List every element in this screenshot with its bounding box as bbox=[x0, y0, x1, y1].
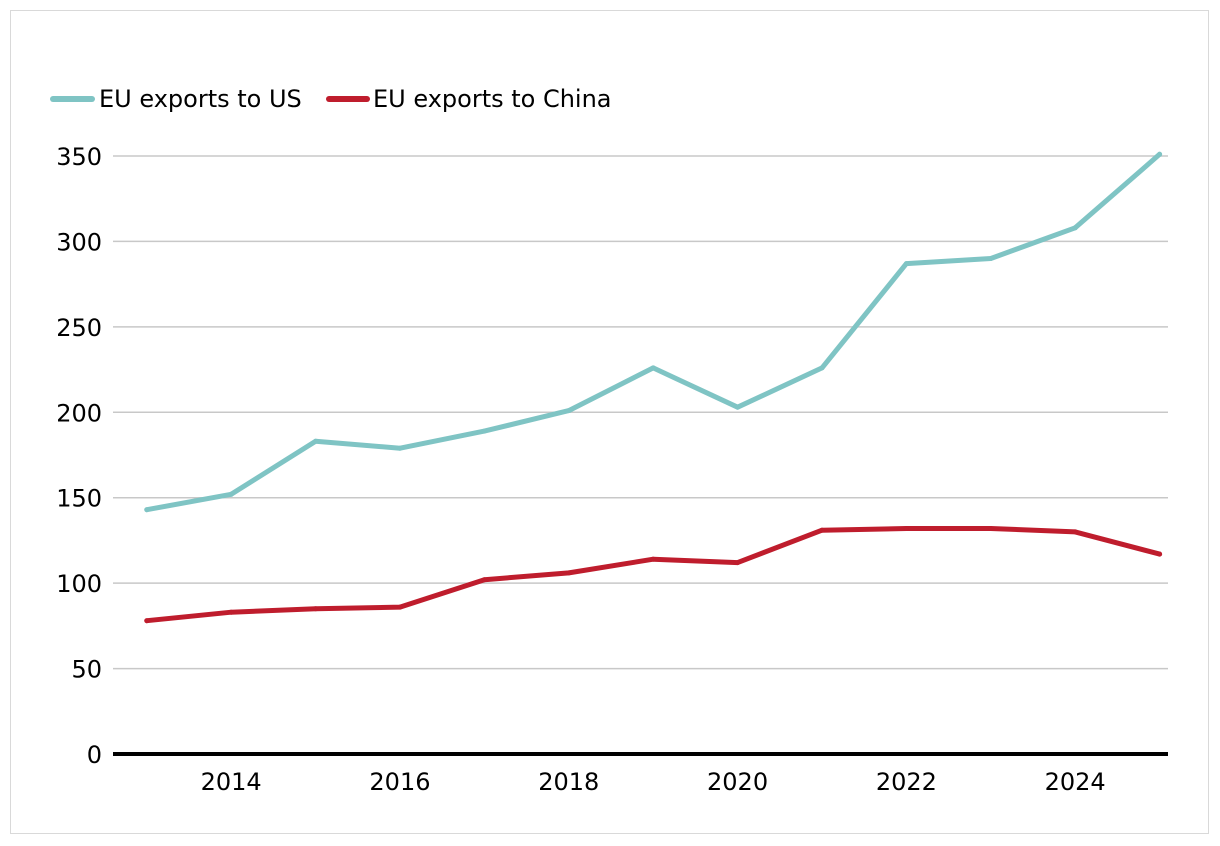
data-point-eu-exports-to-us-2015 bbox=[313, 438, 319, 444]
data-point-eu-exports-to-us-2016 bbox=[397, 445, 403, 451]
series-eu-exports-to-china bbox=[144, 526, 1163, 624]
data-point-eu-exports-to-us-2014 bbox=[228, 491, 234, 497]
y-tick-label-0: 0 bbox=[87, 741, 102, 769]
series-eu-exports-to-us bbox=[144, 151, 1163, 513]
data-point-eu-exports-to-china-2015 bbox=[313, 606, 319, 612]
x-axis: 2014 2016 2018 2020 2022 2024 bbox=[113, 752, 1168, 796]
x-tick-label-2016: 2016 bbox=[369, 768, 430, 796]
data-point-eu-exports-to-china-2024 bbox=[1072, 529, 1078, 535]
data-point-eu-exports-to-china-2021 bbox=[819, 527, 825, 533]
legend: EU exports to US EU exports to China bbox=[50, 85, 612, 113]
y-tick-label-300: 300 bbox=[56, 228, 102, 256]
y-tick-label-250: 250 bbox=[56, 314, 102, 342]
data-point-eu-exports-to-china-2016 bbox=[397, 604, 403, 610]
data-point-eu-exports-to-china-2022 bbox=[903, 526, 909, 531]
data-point-eu-exports-to-us-2018 bbox=[566, 408, 572, 414]
legend-label-eu-exports-to-china: EU exports to China bbox=[373, 85, 612, 113]
x-tick-label-2024: 2024 bbox=[1045, 768, 1106, 796]
x-tick-label-2018: 2018 bbox=[538, 768, 599, 796]
data-point-eu-exports-to-us-2017 bbox=[481, 428, 487, 434]
data-point-eu-exports-to-china-2014 bbox=[228, 609, 234, 615]
y-tick-label-200: 200 bbox=[56, 399, 102, 427]
y-axis: 0 50 100 150 200 250 300 350 bbox=[56, 143, 102, 769]
x-tick-label-2022: 2022 bbox=[876, 768, 937, 796]
series-lines bbox=[144, 151, 1163, 624]
y-tick-label-350: 350 bbox=[56, 143, 102, 171]
data-point-eu-exports-to-us-2021 bbox=[819, 365, 825, 371]
data-point-eu-exports-to-china-2019 bbox=[650, 556, 656, 562]
data-point-eu-exports-to-us-2013 bbox=[144, 507, 150, 513]
data-point-eu-exports-to-us-2022 bbox=[903, 261, 909, 267]
y-tick-label-150: 150 bbox=[56, 485, 102, 513]
data-point-eu-exports-to-china-2025 bbox=[1157, 551, 1163, 557]
data-point-eu-exports-to-us-2025 bbox=[1157, 151, 1163, 157]
data-point-eu-exports-to-china-2020 bbox=[735, 560, 741, 566]
y-tick-label-100: 100 bbox=[56, 570, 102, 598]
data-point-eu-exports-to-china-2023 bbox=[988, 526, 994, 531]
x-tick-label-2014: 2014 bbox=[201, 768, 262, 796]
data-point-eu-exports-to-us-2020 bbox=[735, 404, 741, 410]
gridlines bbox=[113, 155, 1168, 670]
data-point-eu-exports-to-china-2017 bbox=[481, 577, 487, 583]
series-line-eu-exports-to-us bbox=[144, 151, 1163, 513]
x-tick-label-2020: 2020 bbox=[707, 768, 768, 796]
series-line-eu-exports-to-china bbox=[144, 526, 1163, 624]
y-tick-label-50: 50 bbox=[71, 656, 102, 684]
data-point-eu-exports-to-us-2023 bbox=[988, 256, 994, 261]
data-point-eu-exports-to-china-2018 bbox=[566, 570, 572, 576]
legend-label-eu-exports-to-us: EU exports to US bbox=[99, 85, 302, 113]
data-point-eu-exports-to-china-2013 bbox=[144, 618, 150, 624]
data-point-eu-exports-to-us-2019 bbox=[650, 365, 656, 371]
chart-frame bbox=[10, 10, 1209, 834]
data-point-eu-exports-to-us-2024 bbox=[1072, 225, 1078, 231]
